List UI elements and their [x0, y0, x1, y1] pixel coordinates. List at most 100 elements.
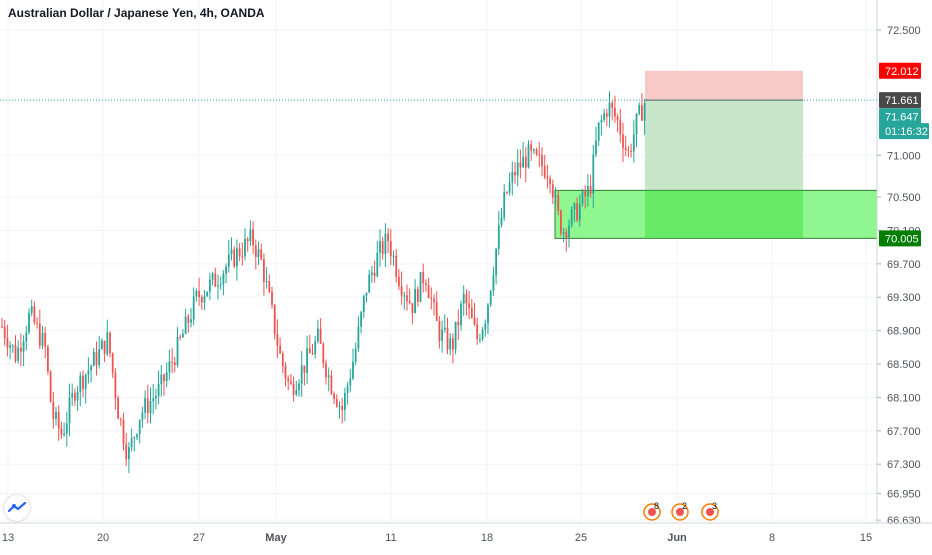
candle-body — [425, 283, 427, 286]
candle-body — [476, 324, 479, 340]
candle — [187, 313, 190, 333]
candle-body — [101, 340, 103, 350]
candle-body — [611, 102, 614, 108]
candle — [165, 362, 168, 388]
candle — [55, 406, 57, 426]
candle-body — [217, 285, 219, 287]
candle — [562, 227, 565, 243]
candle — [422, 263, 425, 293]
candle — [25, 325, 28, 351]
candle-body — [338, 405, 341, 407]
candle-body — [479, 339, 481, 341]
candle-body — [406, 295, 408, 302]
candle — [389, 229, 392, 265]
price-label-box — [879, 123, 929, 140]
candle-body — [335, 399, 338, 407]
candle-body — [484, 323, 487, 330]
candle-body — [155, 396, 157, 399]
candle — [230, 237, 233, 261]
candle — [333, 391, 335, 404]
price-label-box — [879, 230, 921, 247]
candle-body — [379, 241, 381, 253]
candle — [373, 260, 376, 283]
price-tick-label: 68.500 — [887, 359, 921, 371]
candle — [327, 367, 330, 392]
candle-body — [371, 272, 373, 275]
candle-body — [578, 203, 581, 221]
candle-body — [419, 272, 422, 302]
candle — [141, 406, 144, 428]
candle — [71, 383, 74, 406]
candle-body — [603, 113, 605, 120]
candle — [295, 380, 298, 397]
candle — [28, 308, 30, 335]
candle — [3, 320, 6, 346]
candle-body — [638, 105, 641, 114]
candle — [49, 370, 52, 403]
price-label-text: 71.647 — [885, 111, 919, 123]
candle — [287, 375, 290, 391]
candle-body — [152, 398, 155, 401]
candle — [457, 309, 460, 341]
candle-body — [281, 353, 284, 366]
candle — [627, 146, 630, 158]
candle-body — [49, 371, 52, 402]
candle — [357, 316, 360, 352]
candle — [592, 144, 595, 209]
candle — [260, 243, 263, 261]
candle — [184, 308, 187, 335]
candle-body — [470, 307, 473, 318]
candle — [273, 304, 276, 340]
price-tick-label: 66.630 — [887, 515, 921, 527]
candle — [133, 436, 136, 452]
candle — [600, 114, 603, 136]
candle — [284, 362, 287, 387]
candle-body — [641, 105, 643, 121]
candle-body — [303, 365, 306, 373]
candle — [173, 356, 176, 373]
candle-body — [95, 351, 98, 366]
candle — [192, 287, 195, 326]
candle — [492, 266, 495, 296]
candle-body — [160, 374, 163, 385]
candle-body — [192, 296, 195, 320]
candle-body — [481, 329, 484, 340]
candle-body — [157, 384, 160, 397]
candle — [101, 338, 103, 350]
candle — [362, 294, 365, 319]
candle — [74, 388, 76, 406]
candle — [427, 277, 430, 299]
candle-body — [200, 297, 203, 303]
candle-body — [298, 383, 300, 391]
candle-body — [327, 375, 330, 378]
price-label-text: 72.012 — [885, 66, 919, 78]
candle — [308, 334, 311, 354]
candle-body — [265, 280, 268, 282]
candle-body — [495, 248, 497, 276]
candle — [117, 395, 119, 419]
candle — [624, 135, 627, 157]
candle — [565, 228, 568, 252]
candle-body — [25, 332, 28, 342]
candle-body — [171, 361, 173, 363]
price-label-demand-bottom: 70.005 — [879, 230, 921, 247]
tradingview-logo-icon[interactable] — [4, 495, 30, 521]
candle-body — [306, 348, 308, 373]
candle-body — [584, 191, 587, 197]
candle-body — [506, 192, 508, 194]
candle — [522, 142, 524, 168]
candle-body — [98, 349, 101, 366]
candle-body — [203, 296, 206, 303]
candle — [92, 347, 95, 367]
candle-body — [52, 401, 55, 419]
candle-body — [230, 249, 233, 255]
candle-body — [276, 334, 279, 346]
candle — [298, 379, 300, 397]
candle — [227, 239, 230, 273]
candle — [568, 219, 570, 248]
candle-body — [130, 438, 133, 448]
candle-body — [492, 275, 495, 291]
candle-body — [352, 361, 354, 379]
